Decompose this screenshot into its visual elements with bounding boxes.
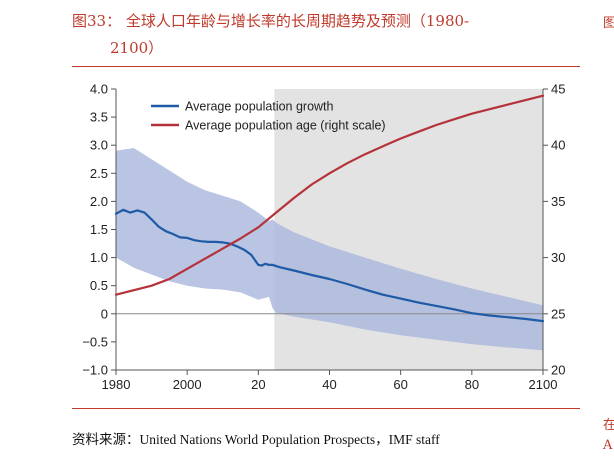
x-tick-label: 2000 (173, 377, 202, 392)
left-tick-label: −1.0 (82, 363, 108, 378)
x-tick-label: 80 (465, 377, 479, 392)
right-tick-label: 20 (551, 363, 565, 378)
figure-title-line2: 2100） (110, 39, 164, 57)
left-tick-label: 3.0 (90, 138, 108, 153)
left-tick-label: 2.0 (90, 194, 108, 209)
left-tick-label: 1.0 (90, 250, 108, 265)
right-tick-label: 40 (551, 138, 565, 153)
top-rule (72, 66, 580, 67)
right-tick-label: 30 (551, 250, 565, 265)
source-note: 资料来源：United Nations World Population Pro… (72, 432, 440, 447)
figure-title-line1: 图33： 全球人口年龄与增长率的长周期趋势及预测（1980- (72, 12, 470, 30)
uncertainty-band (116, 148, 543, 351)
legend-label-age: Average population age (right scale) (185, 119, 386, 133)
x-tick-label: 40 (322, 377, 336, 392)
left-tick-label: 2.5 (90, 166, 108, 181)
edge-mark-bottom-1: 在 (603, 418, 614, 433)
edge-mark-top: 图 (603, 16, 614, 31)
left-tick-label: 4.0 (90, 82, 108, 97)
right-tick-label: 25 (551, 306, 565, 321)
right-tick-label: 35 (551, 194, 565, 209)
edge-mark-bottom-2: A (603, 438, 613, 453)
left-tick-label: 0.5 (90, 278, 108, 293)
x-tick-label: 1980 (102, 377, 131, 392)
figure-title: 图33： 全球人口年龄与增长率的长周期趋势及预测（1980- 2100） (72, 8, 552, 62)
left-tick-label: 1.5 (90, 222, 108, 237)
legend-label-growth: Average population growth (185, 100, 334, 114)
left-tick-label: 0 (101, 306, 108, 321)
x-tick-label: 2100 (529, 377, 558, 392)
growth-line (114, 208, 545, 323)
left-tick-label: −0.5 (82, 334, 108, 349)
x-tick-label: 60 (393, 377, 407, 392)
left-tick-label: 3.5 (90, 110, 108, 125)
x-tick-label: 20 (251, 377, 265, 392)
bottom-rule (72, 408, 580, 409)
right-tick-label: 45 (551, 82, 565, 97)
age-line (114, 94, 545, 296)
